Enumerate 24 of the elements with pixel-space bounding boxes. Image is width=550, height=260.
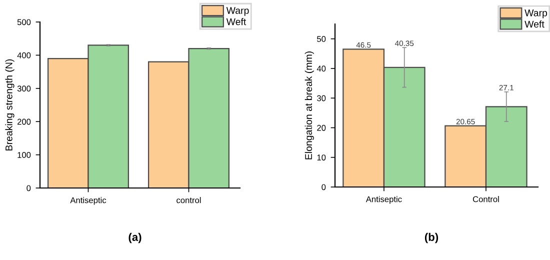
y-tick-label: 400 bbox=[17, 52, 31, 58]
y-axis-title: Breaking strength (N) bbox=[5, 59, 14, 150]
legend-label: Weft bbox=[524, 20, 544, 28]
y-tick-label: 20 bbox=[317, 124, 326, 131]
y-tick-label: 10 bbox=[317, 154, 326, 160]
x-tick-label: Control bbox=[472, 196, 499, 202]
y-tick-label: 0 bbox=[322, 184, 326, 190]
text: (a) bbox=[128, 232, 142, 244]
text: (b) bbox=[424, 232, 438, 244]
y-tick-label: 500 bbox=[17, 19, 31, 26]
y-tick-label: 30 bbox=[317, 95, 326, 102]
y-tick-label: 40 bbox=[316, 66, 326, 72]
legend-label: Weft bbox=[226, 18, 246, 26]
y-tick-label: 200 bbox=[17, 118, 31, 125]
y-axis-title: Elongation at break (mm) bbox=[304, 52, 314, 160]
x-tick-label: control bbox=[176, 197, 201, 204]
y-tick-label: 300 bbox=[17, 86, 31, 92]
y-tick-label: 50 bbox=[317, 36, 326, 42]
legend-label: Warp bbox=[226, 7, 249, 16]
x-tick-label: Antiseptic bbox=[70, 197, 106, 205]
legend-label: Warp bbox=[524, 10, 548, 18]
y-tick-label: 0 bbox=[26, 185, 31, 192]
x-tick-label: Antiseptic bbox=[366, 196, 402, 204]
y-tick-label: 100 bbox=[18, 152, 31, 158]
